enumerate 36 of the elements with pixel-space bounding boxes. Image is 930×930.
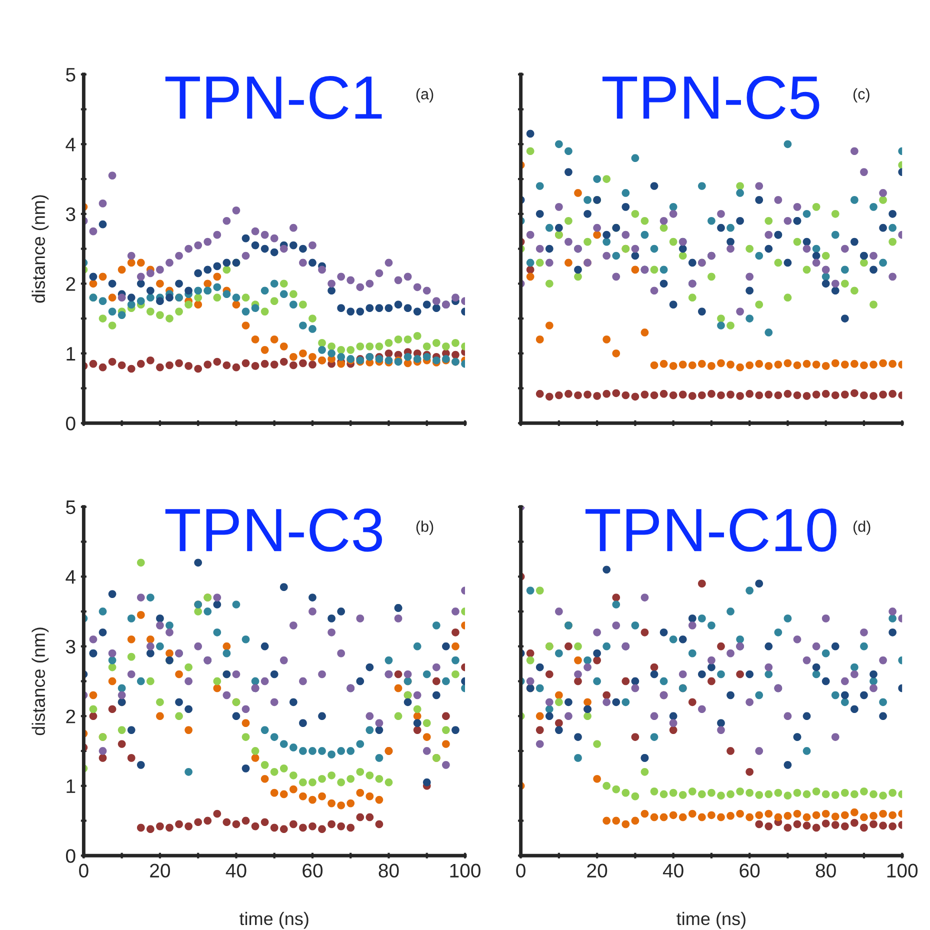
y-tick-label: 0 (66, 416, 76, 430)
x-axis-title: time (ns) (676, 912, 746, 929)
y-tick-label: 5 (66, 500, 76, 514)
y-tick-label: 5 (66, 68, 76, 82)
x-tick-label: 100 (450, 864, 480, 878)
chart-title: TPN-C1 (165, 76, 382, 120)
chart-title: TPN-C10 (585, 508, 836, 552)
y-tick-label: 2 (66, 710, 76, 724)
x-tick-label: 0 (516, 864, 526, 878)
y-tick-label: 0 (66, 849, 76, 863)
y-tick-label: 2 (66, 277, 76, 291)
x-tick-label: 0 (79, 864, 88, 878)
x-tick-label: 80 (816, 864, 836, 878)
annotation: (c) (853, 88, 870, 102)
annotation: (a) (416, 88, 434, 102)
x-axis-title: time (ns) (240, 912, 308, 929)
x-tick-label: 60 (740, 864, 760, 878)
y-tick-label: 1 (66, 347, 76, 360)
x-tick-label: 20 (587, 864, 608, 878)
x-tick-label: 40 (662, 864, 684, 878)
chart-title: TPN-C3 (165, 508, 382, 552)
x-tick-label: 80 (378, 864, 399, 878)
y-axis-title: distance (nm) (32, 195, 49, 303)
y-tick-label: 4 (66, 570, 76, 584)
x-tick-label: 20 (150, 864, 170, 878)
x-tick-label: 100 (887, 864, 918, 878)
y-tick-label: 3 (66, 640, 76, 654)
x-tick-label: 60 (302, 864, 323, 878)
annotation: (d) (853, 520, 870, 535)
y-tick-label: 1 (66, 780, 76, 793)
chart-title: TPN-C5 (602, 76, 820, 120)
x-tick-label: 40 (226, 864, 246, 878)
y-axis-title: distance (nm) (32, 628, 49, 736)
y-tick-label: 3 (66, 207, 76, 222)
annotation: (b) (416, 520, 434, 535)
y-tick-label: 4 (66, 138, 76, 152)
